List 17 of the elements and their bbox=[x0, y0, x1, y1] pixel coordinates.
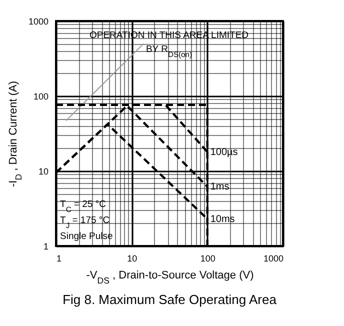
x-tick-label: 1000 bbox=[263, 254, 284, 264]
series-label: 10ms bbox=[210, 214, 235, 225]
annotation: Single Pulse bbox=[60, 231, 113, 242]
y-tick-label: 10 bbox=[38, 166, 48, 176]
y-tick-label: 1000 bbox=[28, 16, 48, 26]
series-label: 100µs bbox=[210, 146, 238, 158]
x-tick-label: 10 bbox=[127, 254, 138, 264]
x-tick-label: 1 bbox=[56, 254, 62, 264]
x-axis-title: -V$_{DS}$ , Drain-to-Source Voltage (V) bbox=[86, 270, 254, 286]
annotation: T$_{J}$ = 175 °C bbox=[60, 215, 110, 230]
series-label: 1ms bbox=[210, 182, 230, 193]
annotation: T$_{C}$ = 25 °C bbox=[60, 199, 106, 214]
y-tick-label: 100 bbox=[33, 92, 48, 102]
y-tick-label: 1 bbox=[43, 242, 48, 252]
annotation: BY R$_{DS(on)}$ bbox=[146, 44, 192, 58]
text: Fig 8. Maximum Safe Operating Area bbox=[62, 292, 278, 307]
x-tick-label: 100 bbox=[200, 254, 216, 264]
